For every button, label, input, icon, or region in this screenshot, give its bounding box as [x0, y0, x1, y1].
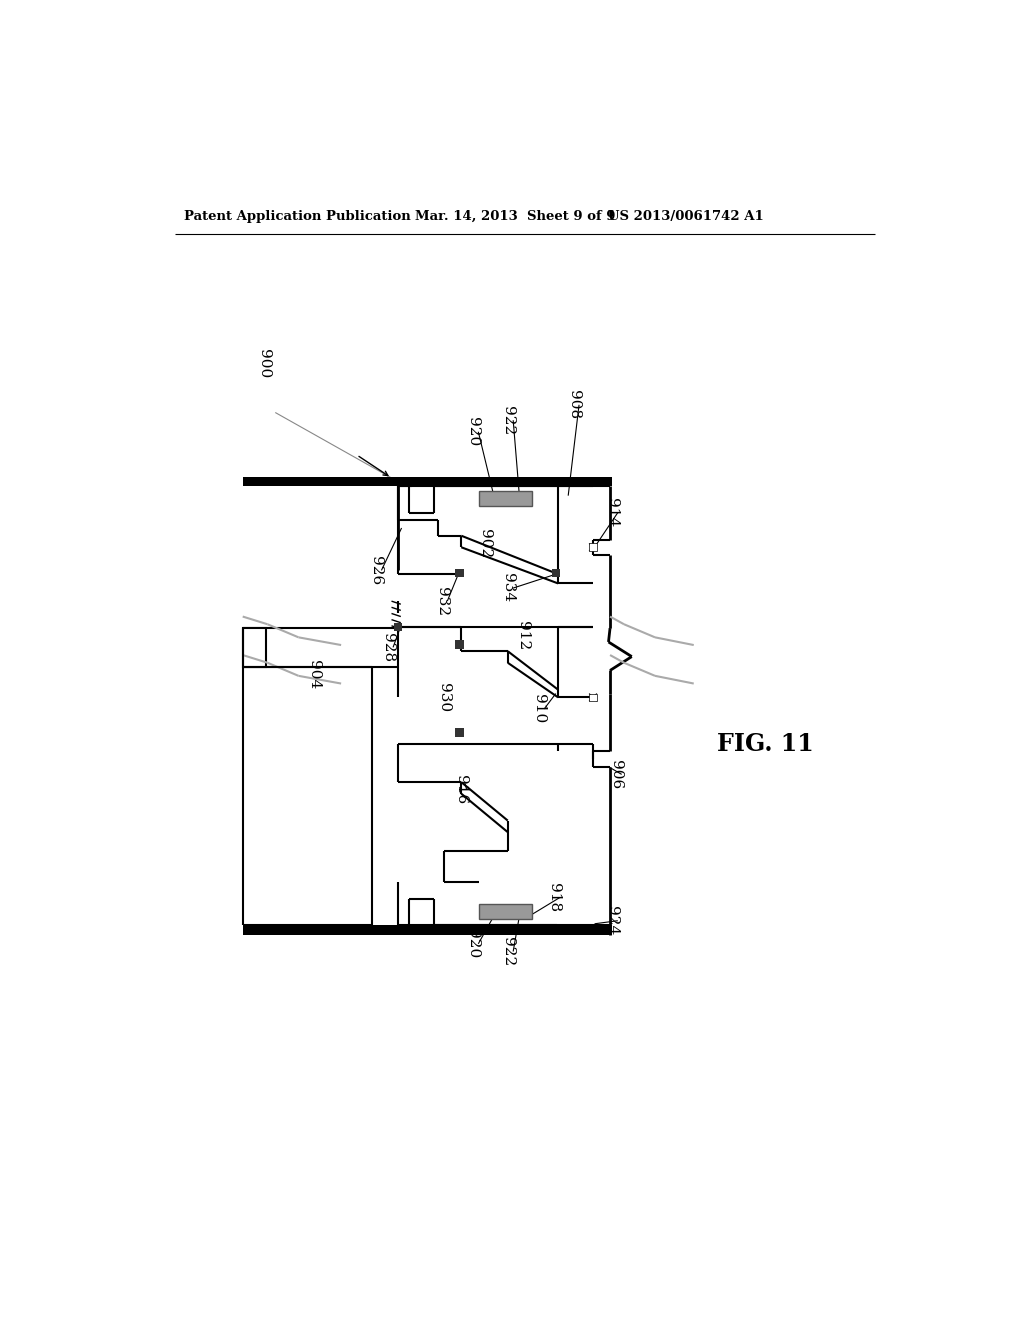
- Bar: [455, 569, 464, 577]
- Bar: [243, 478, 611, 487]
- Text: 922: 922: [501, 937, 515, 966]
- Text: 920: 920: [466, 929, 480, 958]
- Text: 914: 914: [605, 498, 620, 527]
- Bar: [589, 544, 597, 552]
- Text: FIG. 11: FIG. 11: [717, 731, 814, 755]
- Bar: [589, 693, 597, 701]
- Text: Mar. 14, 2013  Sheet 9 of 9: Mar. 14, 2013 Sheet 9 of 9: [415, 210, 615, 223]
- Text: Patent Application Publication: Patent Application Publication: [183, 210, 411, 223]
- Text: 930: 930: [437, 682, 452, 711]
- Bar: [479, 904, 531, 919]
- Bar: [394, 623, 402, 631]
- Bar: [552, 569, 560, 577]
- Text: US 2013/0061742 A1: US 2013/0061742 A1: [608, 210, 764, 223]
- Text: 928: 928: [381, 632, 394, 661]
- Bar: [455, 729, 464, 737]
- Text: 934: 934: [501, 573, 515, 603]
- Bar: [479, 491, 531, 507]
- Text: 904: 904: [307, 660, 321, 689]
- Text: 924: 924: [605, 906, 620, 936]
- Bar: [243, 628, 266, 667]
- Text: 916: 916: [455, 775, 468, 804]
- Text: 900: 900: [257, 348, 270, 378]
- Text: 918: 918: [547, 883, 561, 912]
- Bar: [455, 640, 464, 649]
- Text: 932: 932: [435, 586, 449, 615]
- Bar: [243, 925, 611, 935]
- Text: 926: 926: [369, 556, 383, 585]
- Text: 910: 910: [531, 694, 546, 723]
- Text: 922: 922: [501, 405, 515, 434]
- Text: 912: 912: [516, 622, 530, 651]
- Text: 908: 908: [566, 391, 581, 420]
- Text: 902: 902: [477, 529, 492, 558]
- Text: 906: 906: [609, 760, 624, 789]
- Text: 920: 920: [466, 417, 480, 446]
